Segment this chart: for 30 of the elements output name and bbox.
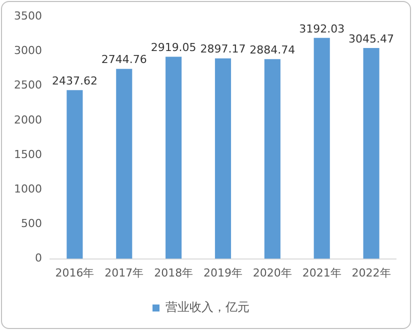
bar [214,58,232,259]
x-tick-label: 2021年 [302,266,342,280]
data-label: 2437.62 [52,74,98,88]
y-tick-label: 0 [34,252,42,265]
data-label: 2919.05 [150,41,196,54]
y-tick-label: 2500 [14,78,42,92]
x-tick-label: 2022年 [352,266,391,280]
x-tick-label: 2019年 [203,266,242,280]
x-tick-label: 2020年 [252,266,292,280]
bar [166,56,182,259]
bar [116,68,132,259]
legend-label: 营业收入，亿元 [166,300,250,314]
bar [264,59,280,259]
y-tick-label: 1500 [14,148,42,161]
y-tick-label: 1000 [14,182,42,196]
bar [66,90,83,259]
y-tick-label: 3000 [14,44,42,58]
data-label: 2884.74 [250,44,296,57]
x-tick-label: 2018年 [154,266,194,280]
data-label: 2897.17 [200,42,246,56]
bar [363,48,380,259]
bar [314,38,330,259]
y-tick-label: 2000 [14,113,42,126]
data-label: 3192.03 [299,22,345,36]
x-tick-label: 2017年 [104,266,144,280]
y-tick-label: 3500 [14,9,42,22]
data-label: 2744.76 [101,53,147,66]
data-label: 3045.47 [348,32,394,46]
x-tick-label: 2016年 [55,266,94,280]
y-tick-label: 500 [20,217,42,230]
